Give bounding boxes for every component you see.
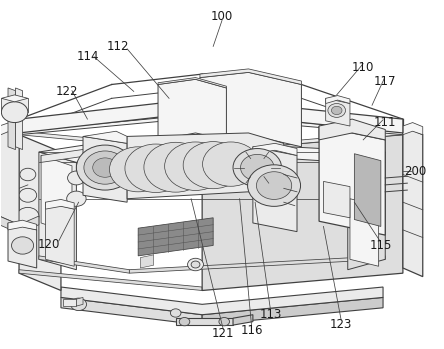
Polygon shape bbox=[326, 98, 350, 126]
Text: 121: 121 bbox=[212, 327, 234, 340]
Polygon shape bbox=[127, 133, 284, 202]
Text: 120: 120 bbox=[38, 238, 60, 251]
Circle shape bbox=[191, 261, 200, 268]
Polygon shape bbox=[61, 287, 383, 315]
Circle shape bbox=[328, 104, 345, 117]
Circle shape bbox=[67, 171, 85, 185]
Circle shape bbox=[110, 147, 167, 192]
Polygon shape bbox=[403, 122, 423, 135]
Polygon shape bbox=[354, 154, 381, 227]
Text: 123: 123 bbox=[330, 318, 353, 331]
Circle shape bbox=[84, 151, 126, 184]
Polygon shape bbox=[76, 297, 83, 306]
Circle shape bbox=[93, 158, 117, 177]
Text: 110: 110 bbox=[352, 61, 374, 74]
Polygon shape bbox=[202, 297, 383, 325]
Polygon shape bbox=[46, 199, 74, 209]
Polygon shape bbox=[350, 199, 379, 266]
Circle shape bbox=[165, 142, 226, 191]
Polygon shape bbox=[324, 181, 350, 218]
Circle shape bbox=[12, 237, 34, 254]
Circle shape bbox=[1, 102, 28, 122]
Polygon shape bbox=[319, 126, 385, 235]
Polygon shape bbox=[158, 79, 226, 140]
Polygon shape bbox=[41, 149, 90, 162]
Polygon shape bbox=[19, 114, 403, 135]
Circle shape bbox=[219, 318, 230, 326]
Polygon shape bbox=[138, 218, 213, 256]
Polygon shape bbox=[41, 155, 72, 233]
Polygon shape bbox=[129, 256, 385, 273]
Circle shape bbox=[248, 165, 301, 206]
Circle shape bbox=[187, 258, 203, 271]
Circle shape bbox=[67, 191, 86, 206]
Polygon shape bbox=[39, 138, 385, 162]
Circle shape bbox=[257, 172, 292, 199]
Polygon shape bbox=[46, 202, 74, 266]
Circle shape bbox=[170, 309, 181, 317]
Text: 122: 122 bbox=[56, 85, 78, 98]
Text: 114: 114 bbox=[76, 50, 99, 63]
Circle shape bbox=[233, 149, 281, 187]
Circle shape bbox=[125, 144, 187, 193]
Polygon shape bbox=[319, 119, 385, 140]
Text: 117: 117 bbox=[374, 75, 396, 88]
Polygon shape bbox=[39, 152, 76, 270]
Polygon shape bbox=[83, 136, 127, 202]
Polygon shape bbox=[61, 297, 202, 325]
Polygon shape bbox=[158, 77, 226, 88]
Polygon shape bbox=[19, 131, 403, 152]
Polygon shape bbox=[16, 88, 23, 150]
Circle shape bbox=[183, 142, 243, 189]
Text: 111: 111 bbox=[374, 116, 396, 129]
Circle shape bbox=[20, 168, 36, 181]
Polygon shape bbox=[19, 135, 61, 290]
Polygon shape bbox=[200, 69, 301, 84]
Circle shape bbox=[144, 142, 207, 192]
Polygon shape bbox=[176, 318, 233, 325]
Polygon shape bbox=[403, 126, 423, 277]
Circle shape bbox=[19, 188, 37, 202]
Polygon shape bbox=[348, 152, 385, 270]
Circle shape bbox=[241, 154, 274, 181]
Polygon shape bbox=[0, 216, 39, 233]
Polygon shape bbox=[19, 270, 202, 290]
Circle shape bbox=[17, 207, 39, 225]
Polygon shape bbox=[1, 98, 28, 112]
Polygon shape bbox=[39, 256, 129, 273]
Circle shape bbox=[71, 298, 87, 311]
Polygon shape bbox=[326, 96, 350, 104]
Polygon shape bbox=[200, 72, 301, 147]
Text: 112: 112 bbox=[107, 40, 130, 53]
Polygon shape bbox=[1, 95, 28, 102]
Polygon shape bbox=[253, 143, 297, 155]
Polygon shape bbox=[8, 88, 16, 150]
Polygon shape bbox=[83, 131, 127, 143]
Text: 200: 200 bbox=[404, 164, 426, 178]
Polygon shape bbox=[140, 255, 154, 268]
Circle shape bbox=[76, 145, 134, 190]
Text: 115: 115 bbox=[370, 239, 392, 252]
Polygon shape bbox=[19, 98, 403, 133]
Polygon shape bbox=[0, 126, 19, 225]
Text: 113: 113 bbox=[259, 308, 282, 321]
Text: 100: 100 bbox=[211, 10, 233, 23]
Polygon shape bbox=[63, 299, 76, 306]
Polygon shape bbox=[253, 147, 297, 232]
Polygon shape bbox=[202, 135, 403, 290]
Circle shape bbox=[179, 318, 190, 326]
Polygon shape bbox=[0, 122, 19, 135]
Polygon shape bbox=[8, 223, 37, 268]
Circle shape bbox=[202, 142, 259, 186]
Text: 116: 116 bbox=[240, 324, 263, 337]
Polygon shape bbox=[233, 315, 253, 325]
Polygon shape bbox=[8, 220, 37, 230]
Circle shape bbox=[331, 106, 342, 114]
